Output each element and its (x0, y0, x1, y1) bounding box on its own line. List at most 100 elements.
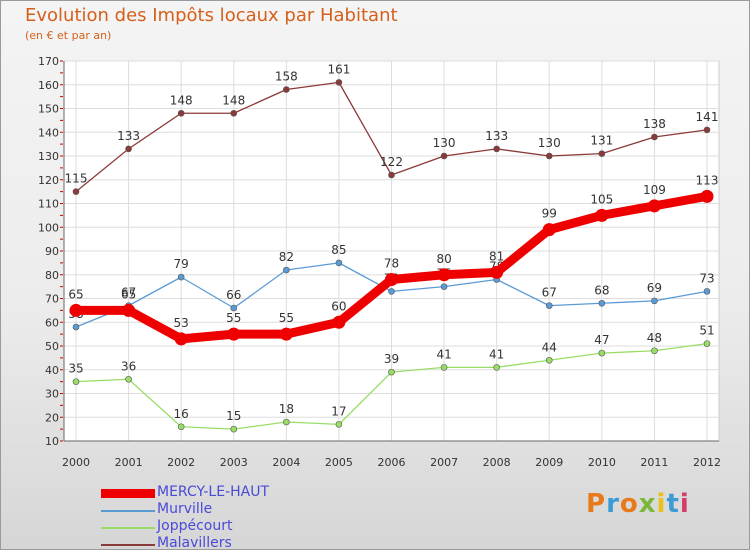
data-label: 67 (542, 286, 557, 300)
data-label: 138 (643, 117, 666, 131)
x-tick-label: 2002 (167, 456, 195, 469)
legend-swatch (101, 526, 155, 529)
data-label: 68 (594, 283, 609, 297)
data-label: 55 (226, 311, 241, 325)
data-point (335, 259, 343, 267)
data-label: 65 (68, 287, 83, 301)
data-point (598, 349, 606, 357)
data-label: 73 (699, 271, 714, 285)
x-tick-label: 2005 (325, 456, 353, 469)
y-tick-label: 120 (38, 174, 59, 187)
y-tick-label: 50 (45, 340, 59, 353)
y-tick-label: 170 (38, 55, 59, 68)
data-point (598, 299, 606, 307)
x-tick-label: 2009 (535, 456, 563, 469)
y-tick-label: 130 (38, 150, 59, 163)
data-point (230, 304, 238, 312)
data-label: 35 (68, 362, 83, 376)
data-point (545, 152, 553, 160)
legend-swatch (101, 509, 155, 512)
legend-label: MERCY-LE-HAUT (157, 484, 270, 500)
data-point (279, 327, 293, 341)
data-point (651, 347, 658, 355)
data-label: 39 (384, 352, 399, 366)
x-tick-label: 2008 (483, 456, 511, 469)
data-point (493, 364, 500, 371)
data-label: 41 (489, 347, 504, 361)
data-point (703, 288, 711, 295)
data-point (651, 297, 658, 305)
y-tick-label: 100 (38, 221, 59, 234)
data-point (332, 315, 346, 329)
y-tick-label: 20 (45, 411, 59, 424)
data-label: 141 (696, 110, 719, 124)
data-label: 48 (647, 331, 662, 345)
data-point (230, 425, 238, 433)
data-point (703, 126, 711, 134)
data-label: 17 (331, 404, 346, 418)
legend-swatch (101, 543, 155, 546)
data-point (125, 375, 132, 383)
data-label: 113 (696, 173, 719, 187)
data-label: 36 (121, 359, 136, 373)
data-point (545, 356, 553, 364)
data-point (542, 223, 556, 237)
y-tick-label: 110 (38, 198, 59, 211)
data-label: 122 (380, 155, 403, 169)
data-point (227, 327, 241, 341)
data-point (72, 188, 80, 195)
y-tick-label: 150 (38, 103, 59, 116)
data-label: 16 (174, 407, 189, 421)
x-tick-label: 2003 (220, 456, 248, 469)
data-label: 67 (121, 286, 136, 300)
chart-title: Evolution des Impôts locaux par Habitant (25, 5, 398, 26)
y-tick-label: 10 (45, 435, 59, 448)
data-label: 130 (433, 136, 456, 150)
data-label: 131 (590, 134, 613, 148)
data-point (230, 109, 238, 117)
data-label: 60 (331, 299, 346, 313)
data-point (647, 199, 661, 213)
data-point (700, 189, 714, 203)
legend-label: Murville (157, 501, 213, 517)
data-point (490, 265, 504, 279)
data-label: 41 (436, 347, 451, 361)
y-tick-label: 60 (45, 316, 59, 329)
y-tick-label: 80 (45, 269, 59, 282)
data-label: 133 (485, 129, 508, 143)
data-point (388, 288, 395, 295)
proxiti-logo: Proxiti (586, 489, 690, 519)
data-label: 80 (436, 252, 451, 266)
legend-swatch (101, 489, 155, 498)
x-tick-label: 2001 (115, 456, 143, 469)
legend-label: Joppécourt (157, 518, 233, 534)
y-tick-label: 30 (45, 388, 59, 401)
data-point (72, 323, 80, 331)
data-label: 15 (226, 409, 241, 423)
data-point (545, 302, 553, 309)
data-label: 148 (222, 93, 245, 107)
data-point (385, 273, 398, 286)
x-tick-label: 2004 (272, 456, 300, 469)
data-point (437, 268, 451, 282)
data-label: 65 (121, 287, 136, 301)
x-tick-label: 2011 (640, 456, 668, 469)
y-tick-label: 160 (38, 79, 59, 92)
data-point (122, 303, 136, 317)
data-point (174, 332, 188, 346)
data-point (703, 340, 711, 347)
data-label: 130 (538, 136, 561, 150)
chart-subtitle: (en € et par an) (25, 29, 112, 42)
x-tick-label: 2000 (62, 456, 90, 469)
data-point (595, 208, 609, 222)
x-tick-label: 2006 (378, 456, 406, 469)
data-label: 81 (489, 249, 504, 263)
data-point (283, 86, 290, 93)
data-label: 18 (279, 402, 294, 416)
data-point (177, 109, 185, 117)
y-tick-label: 40 (45, 364, 59, 377)
data-point (388, 171, 395, 179)
x-tick-label: 2010 (588, 456, 616, 469)
